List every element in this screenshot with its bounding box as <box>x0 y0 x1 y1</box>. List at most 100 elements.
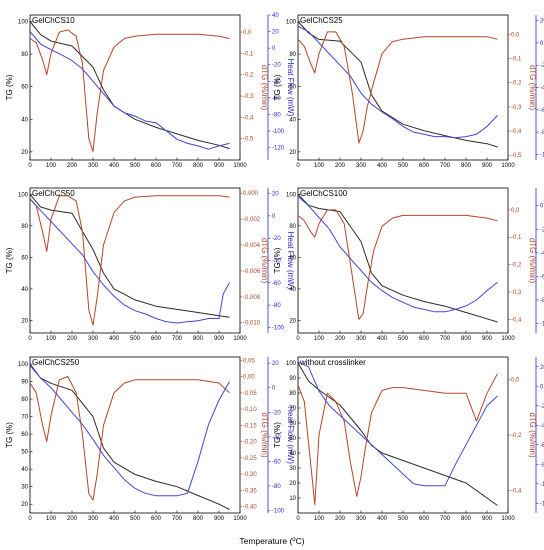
panel-5-dtg-tick-label: -0,05 <box>243 391 257 397</box>
panel-1-x-tick-label: 800 <box>193 163 204 169</box>
panel-1-x-tick-label: 100 <box>46 163 57 169</box>
panel-5-tg-axis-label: TG (%) <box>5 422 14 448</box>
panel-6-heat-tick-label: -20 <box>540 404 544 410</box>
panel-4-dtg-tick-label: 0,0 <box>511 208 520 214</box>
panel-5-heat-tick-label: -80 <box>272 484 281 490</box>
panel-5: 0 100 200 300 400 500 600 700 800 900 100020304050… <box>5 356 295 522</box>
panel-5-tg-tick-label: 20 <box>21 502 28 508</box>
panel-1-x-tick-label: 200 <box>67 163 78 169</box>
panel-5-x-tick-label: 400 <box>109 516 120 522</box>
panel-1-tg-tick-label: 60 <box>21 85 28 91</box>
panel-6-tg-tick-label: 60 <box>289 421 296 427</box>
panel-2-x-tick-label: 600 <box>419 163 430 169</box>
panel-1-x-tick-label: 0 <box>28 163 32 169</box>
panel-4-dtg-tick-label: -0,2 <box>511 263 522 269</box>
panel-2-tg-tick-label: 60 <box>289 85 296 91</box>
panel-6-title: without crosslinker <box>299 358 366 367</box>
panel-3: 0 100 200 300 400 500 600 700 800 900 100020406080… <box>5 187 295 342</box>
panel-6-x-tick-label: 0 <box>296 516 300 522</box>
panel-3-heat-tick-label: -100 <box>272 325 285 331</box>
panel-6-x-tick-label: 700 <box>440 516 451 522</box>
panel-1-title: GelChCS10 <box>32 16 75 25</box>
panel-5-dtg-series-line <box>29 376 230 501</box>
panel-3-heat-tick-label: -80 <box>272 303 281 309</box>
panel-2: 0 100 200 300 400 500 600 700 800 900 100020406080… <box>273 14 544 169</box>
panel-5-dtg-tick-label: 0,00 <box>243 375 255 381</box>
panel-3-heat-tick-label: -20 <box>272 236 281 242</box>
panel-3-x-tick-label: 200 <box>67 336 78 342</box>
panel-3-x-tick-label: 600 <box>151 336 162 342</box>
panel-1-dtg-tick-label: 0,0 <box>243 30 252 36</box>
panel-2-dtg-tick-label: 0,0 <box>511 32 520 38</box>
panel-4-heat-tick-label: -100 <box>540 322 544 328</box>
panel-6-x-tick-label: 300 <box>356 516 367 522</box>
panel-2-dtg-tick-label: -0,4 <box>511 129 522 135</box>
panel-3-dtg-axis-label: dTG (%/min) <box>260 238 269 284</box>
panel-5-x-tick-label: 900 <box>214 516 225 522</box>
panel-3-heat-axis-label: Heat Flow (mW) <box>286 232 295 290</box>
panel-2-x-tick-label: 800 <box>461 163 472 169</box>
panel-5-tg-tick-label: 80 <box>21 397 28 403</box>
panel-4-tg-series-line <box>297 193 498 323</box>
panel-4-title: GelChCS100 <box>300 189 348 198</box>
panel-5-dtg-tick-label: 0,05 <box>243 358 255 364</box>
panel-1-dtg-tick-label: -0,5 <box>243 137 254 143</box>
panel-3-dtg-tick-label: 0,000 <box>243 191 259 197</box>
panel-4-heat-series-line <box>297 195 498 313</box>
panel-5-tg-tick-label: 50 <box>21 450 28 456</box>
panel-5-tg-tick-label: 30 <box>21 485 28 491</box>
panel-2-heat-tick-label: 20 <box>540 19 544 25</box>
panel-3-heat-tick-label: 20 <box>272 192 279 198</box>
panel-2-dtg-series-line <box>297 31 498 144</box>
panel-3-x-tick-label: 300 <box>88 336 99 342</box>
chart-panels: 0 100 200 300 400 500 600 700 800 900 100020406080… <box>5 13 544 522</box>
panel-6-x-tick-label: 200 <box>335 516 346 522</box>
panel-1-heat-tick-label: -60 <box>272 96 281 102</box>
panel-4-tg-axis-label: TG (%) <box>273 247 282 273</box>
panel-6-tg-axis-label: TG (%) <box>273 422 282 448</box>
panel-1-dtg-tick-label: -0,1 <box>243 51 254 57</box>
panel-6-x-tick-label: 900 <box>482 516 493 522</box>
panel-4-heat-tick-label: 0 <box>540 204 544 210</box>
panel-6-dtg-tick-label: -0,2 <box>511 433 522 439</box>
panel-4-tg-tick-label: 20 <box>289 318 296 324</box>
panel-5-heat-tick-label: -20 <box>272 410 281 416</box>
panel-1-heat-axis-label: Heat Flow (mW) <box>286 59 295 117</box>
panel-6: 0 100 200 300 400 500 600 700 800 900 100010203040… <box>273 356 544 522</box>
panel-5-x-tick-label: 500 <box>130 516 141 522</box>
panel-3-tg-series-line <box>29 193 230 318</box>
panel-2-tg-tick-label: 40 <box>289 117 296 123</box>
panel-2-x-tick-label: 700 <box>440 163 451 169</box>
panel-5-x-tick-label: 0 <box>28 516 32 522</box>
panel-3-x-tick-label: 500 <box>130 336 141 342</box>
panel-4-heat-tick-label: -60 <box>540 274 544 280</box>
panel-2-x-tick-label: 400 <box>377 163 388 169</box>
panel-2-x-tick-label: 300 <box>356 163 367 169</box>
panel-1-x-tick-label: 300 <box>88 163 99 169</box>
panel-4-dtg-series-line <box>297 209 498 320</box>
panel-1-tg-tick-label: 20 <box>21 150 28 156</box>
panel-1-dtg-tick-label: -0,4 <box>243 115 254 121</box>
panel-5-x-tick-label: 100 <box>46 516 57 522</box>
panel-3-tg-tick-label: 80 <box>21 224 28 230</box>
panel-4-heat-tick-label: -40 <box>540 251 544 257</box>
panel-2-tg-tick-label: 80 <box>289 52 296 58</box>
panel-3-x-tick-label: 400 <box>109 336 120 342</box>
panel-6-tg-tick-label: 40 <box>289 451 296 457</box>
panel-2-title: GelChCS25 <box>300 16 343 25</box>
panel-3-x-tick-label: 1000 <box>233 336 247 342</box>
panel-4-x-tick-label: 500 <box>398 336 409 342</box>
panel-4-dtg-tick-label: -0,1 <box>511 235 522 241</box>
panel-3-dtg-tick-label: -0,006 <box>243 269 261 275</box>
panel-1-dtg-axis-label: dTG (%/min) <box>260 65 269 111</box>
panel-4-tg-tick-label: 100 <box>286 192 297 198</box>
panel-3-tg-tick-label: 20 <box>21 318 28 324</box>
panel-5-x-tick-label: 700 <box>172 516 183 522</box>
panel-4-x-tick-label: 700 <box>440 336 451 342</box>
panel-1-heat-tick-label: 40 <box>272 13 279 19</box>
panel-2-x-tick-label: 200 <box>335 163 346 169</box>
panel-6-heat-tick-label: -120 <box>540 501 544 507</box>
panel-6-x-tick-label: 800 <box>461 516 472 522</box>
panel-4-heat-tick-label: -80 <box>540 298 544 304</box>
panel-4-x-tick-label: 600 <box>419 336 430 342</box>
